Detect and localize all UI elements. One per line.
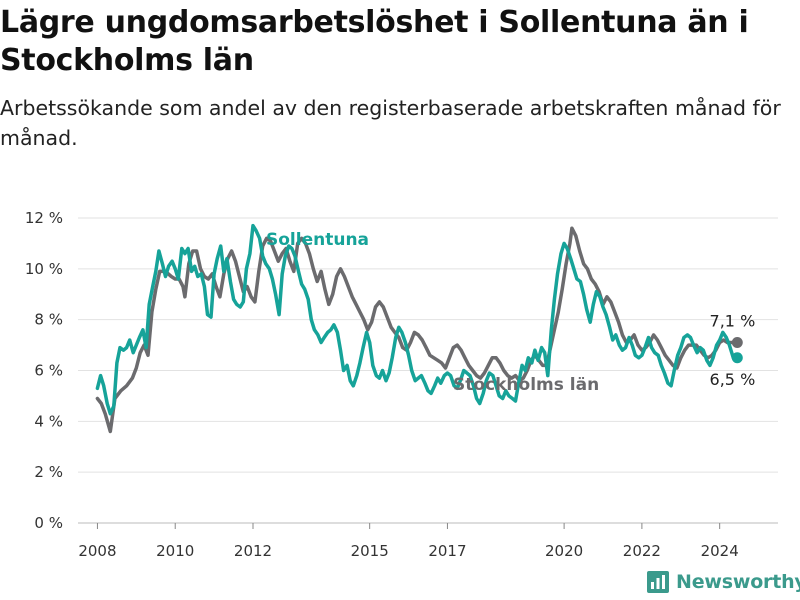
series-end-point	[731, 337, 743, 349]
y-tick-label: 6 %	[34, 362, 63, 380]
x-tick-label: 2020	[545, 542, 583, 560]
chart-title: Lägre ungdomsarbetslöshet i Sollentuna ä…	[0, 5, 749, 78]
y-tick-label: 8 %	[34, 311, 63, 329]
y-tick-label: 12 %	[25, 209, 63, 227]
series-label-stockholm: Stockholms län	[453, 375, 599, 395]
x-tick-label: 2024	[701, 542, 739, 560]
x-tick-label: 2008	[78, 542, 116, 560]
end-label-stockholm: 7,1 %	[710, 312, 756, 331]
x-tick-label: 2015	[351, 542, 389, 560]
y-axis: 0 % 2 % 4 % 6 % 8 % 10 % 12 %	[25, 209, 63, 532]
y-tick-label: 4 %	[34, 412, 63, 430]
series-label-sollentuna: Sollentuna	[266, 230, 369, 250]
series-lines	[95, 223, 743, 434]
x-tick-label: 2010	[156, 542, 194, 560]
x-axis: 2008 2010 2012 2015 2017 2020 2022 2024	[78, 523, 739, 560]
y-tick-label: 0 %	[34, 514, 63, 532]
series-line	[95, 223, 736, 416]
series-end-point	[731, 352, 743, 364]
x-tick-label: 2012	[234, 542, 272, 560]
x-tick-label: 2017	[428, 542, 466, 560]
series-line	[95, 226, 736, 434]
newsworthy-brand: Newsworthy	[646, 570, 800, 594]
series-labels: Sollentuna Stockholms län 7,1 % 6,5 %	[266, 230, 755, 395]
chart-subtitle: Arbetssökande som andel av den registerb…	[0, 96, 781, 150]
y-tick-label: 2 %	[34, 463, 63, 481]
grid	[78, 217, 778, 524]
end-label-sollentuna: 6,5 %	[710, 370, 756, 389]
y-tick-label: 10 %	[25, 260, 63, 278]
x-tick-label: 2022	[623, 542, 661, 560]
brand-name: Newsworthy	[676, 571, 800, 593]
newsworthy-logo-icon	[647, 571, 669, 593]
